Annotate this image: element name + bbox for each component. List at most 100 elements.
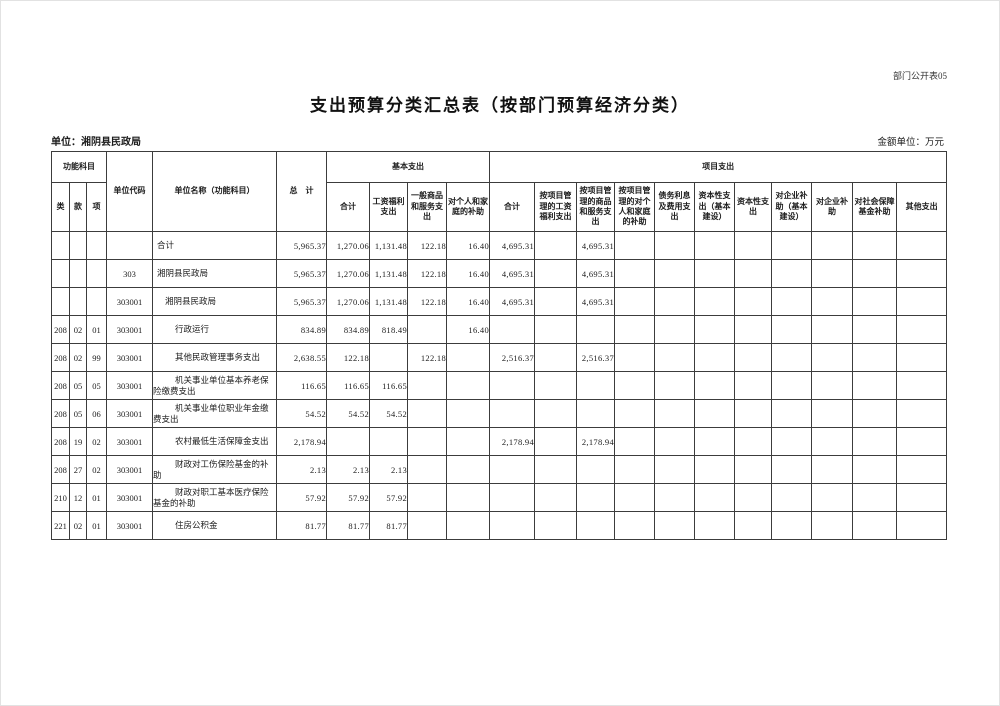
cell-value: 4,695.31 [489,287,536,316]
cell-value [326,427,371,456]
cell-code: 303001 [106,315,154,344]
cell-value [407,427,448,456]
page-title: 支出预算分类汇总表（按部门预算经济分类） [310,96,690,115]
cell-value [694,287,736,316]
cell-value [534,427,578,456]
cell-value: 57.92 [326,483,371,512]
header-unit-code: 单位代码 [106,151,154,232]
cell-name: 其他民政管理事务支出 [152,343,278,372]
cell-value [852,399,898,428]
cell-kuan: 02 [69,343,87,372]
cell-value [654,399,696,428]
cell-value [852,455,898,484]
cell-lei: 208 [51,399,70,428]
header-proj-goods: 按项目管理的商品和服务支出 [576,182,616,232]
cell-value [576,315,616,344]
cell-value [614,287,656,316]
cell-xiang: 02 [85,427,108,456]
table-row: 208 02 99 303001 其他民政管理事务支出 2,638.55 122.18 122… [51,343,948,372]
cell-value: 54.52 [326,399,371,428]
cell-value: 2,516.37 [576,343,616,372]
cell-xiang: 01 [85,511,108,540]
cell-value [734,371,773,400]
header-proj-wage: 按项目管理的工资福利支出 [534,182,578,232]
table-row: 210 12 01 303001 财政对职工基本医疗保险基金的补助 57.92 57.92 5… [51,483,948,512]
cell-value [811,231,854,260]
cell-name: 湘阴县民政局 [152,287,278,316]
cell-value [852,343,898,372]
cell-code: 303 [106,259,154,288]
header-project-group: 项目支出 [489,151,948,183]
cell-xiang: 06 [85,399,108,428]
cell-lei: 221 [51,511,70,540]
meta-row: 单位：湘阴县民政局 金额单位：万元 [51,133,944,148]
cell-value [811,511,854,540]
cell-value: 1,270.06 [326,259,371,288]
cell-value [811,259,854,288]
cell-xiang: 01 [85,483,108,512]
cell-value: 57.92 [276,483,328,512]
header-proj-family: 按项目管理的对个人和家庭的补助 [614,182,656,232]
cell-value [811,371,854,400]
header-group-row: 功能科目 单位代码 单位名称（功能科目） 总 计 基本支出 项目支出 [50,151,948,232]
header-proj-enterprise: 对企业补助 [811,182,854,232]
cell-value [654,511,696,540]
cell-value: 1,131.48 [369,287,409,316]
cell-value: 2,516.37 [489,343,536,372]
cell-value [694,231,736,260]
cell-value [694,399,736,428]
cell-value [654,231,696,260]
cell-value: 2,178.94 [576,427,616,456]
cell-value [734,343,773,372]
cell-value [576,511,616,540]
cell-value: 122.18 [407,259,448,288]
cell-value [446,511,491,540]
cell-value [694,315,736,344]
cell-name: 农村最低生活保障金支出 [152,427,278,456]
cell-value [614,371,656,400]
cell-lei: 210 [51,483,70,512]
cell-value [771,427,813,456]
cell-value [654,315,696,344]
cell-value [852,371,898,400]
cell-value [446,483,491,512]
cell-value: 5,965.37 [276,259,328,288]
cell-value [734,483,773,512]
cell-kuan: 27 [69,455,87,484]
table-row: 208 02 01 303001 行政运行 834.89 834.89 818.49 16.40 [51,315,948,344]
cell-kuan: 02 [69,511,87,540]
header-unit-name: 单位名称（功能科目） [152,151,278,232]
cell-lei: 208 [51,371,70,400]
cell-value [489,483,536,512]
cell-value [489,315,536,344]
cell-lei [51,259,70,288]
cell-value: 1,270.06 [326,287,371,316]
cell-value [734,231,773,260]
cell-kuan: 02 [69,315,87,344]
cell-value [614,511,656,540]
cell-value: 16.40 [446,287,491,316]
header-proj-total: 合计 [489,182,536,232]
cell-value [771,259,813,288]
cell-value [446,343,491,372]
cell-kuan [69,259,87,288]
cell-value [654,259,696,288]
cell-value [694,371,736,400]
cell-value: 5,965.37 [276,231,328,260]
cell-value: 1,270.06 [326,231,371,260]
cell-value [576,483,616,512]
cell-value: 818.49 [369,315,409,344]
table-wrapper: 功能科目 单位代码 单位名称（功能科目） 总 计 基本支出 项目支出 类 款 项… [50,151,948,540]
cell-value: 116.65 [369,371,409,400]
cell-value [407,511,448,540]
cell-xiang: 01 [85,315,108,344]
cell-name: 财政对工伤保险基金的补助 [152,455,278,484]
cell-value: 1,131.48 [369,259,409,288]
cell-code: 303001 [106,483,154,512]
cell-value: 54.52 [276,399,328,428]
cell-value [811,343,854,372]
cell-value [654,343,696,372]
cell-value [407,371,448,400]
table-row: 208 05 06 303001 机关事业单位职业年金缴费支出 54.52 54.52 54.… [51,399,948,428]
